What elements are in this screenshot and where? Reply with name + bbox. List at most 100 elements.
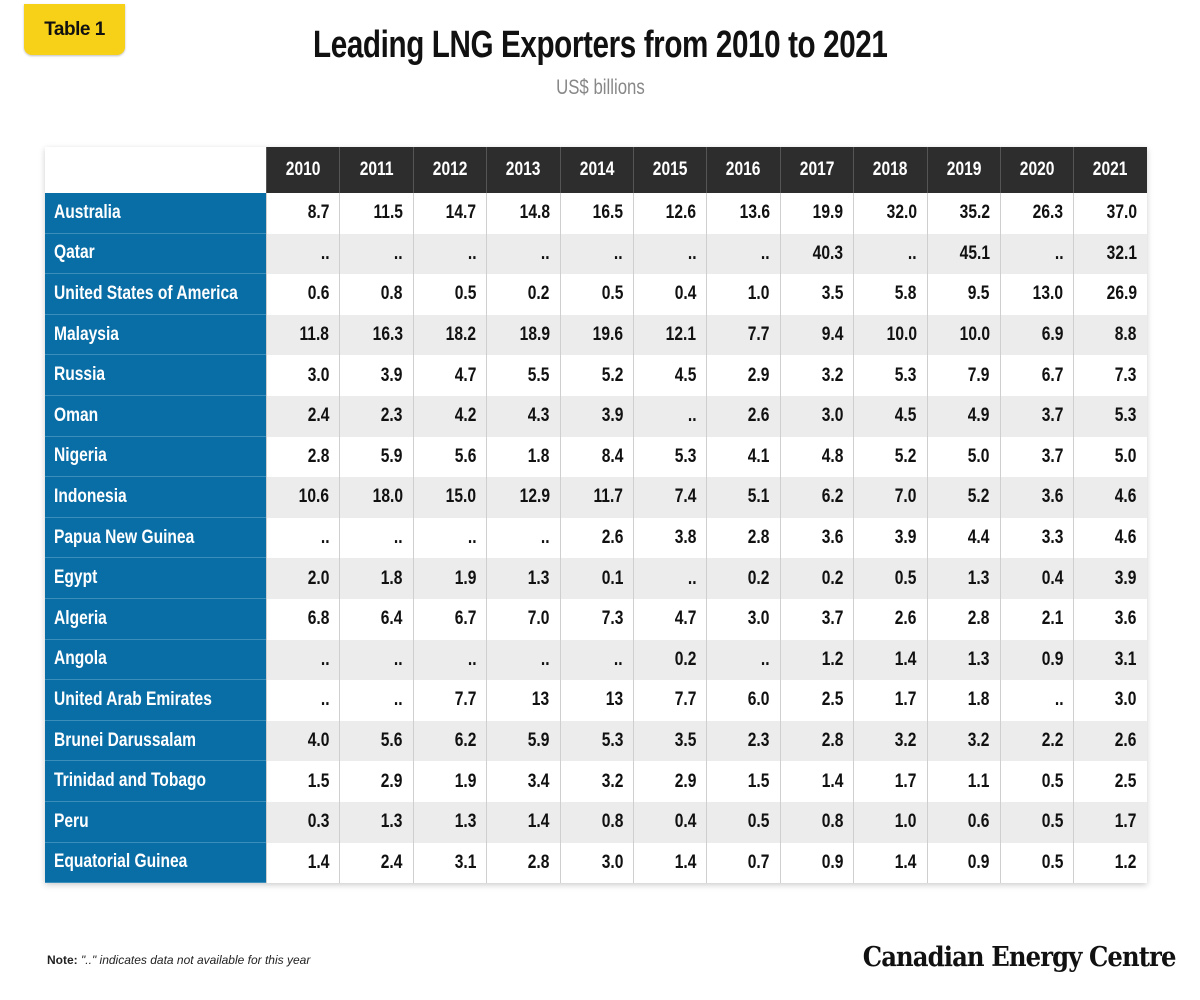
table-cell: .. [412,233,487,275]
table-row: Oman 2.4 2.3 4.2 4.3 3.9.. 2.6 3.0 4.5 4.9 3.7 5.3 [45,395,1147,437]
table-cell: 7.7 [632,680,707,721]
country-name: United States of America [54,282,238,304]
table-cell: .. [266,517,340,559]
table-cell: 3.0 [266,355,340,396]
column-header-2013: 2013 [486,147,560,193]
table-cell: .. [559,639,633,681]
cell-value: 6.2 [821,486,844,508]
table-cell: 16.5 [559,193,633,234]
country-name: Angola [54,648,107,670]
column-header-2020: 2020 [999,147,1074,193]
table-cell: 45.1 [926,233,1000,275]
table-cell: 6.9 [999,314,1074,356]
cell-value: 4.0 [307,730,330,752]
cell-value: 15.0 [445,486,477,508]
cell-value: 2.8 [307,445,330,467]
column-header-label: 2010 [285,159,321,180]
cell-value: 14.7 [445,202,477,224]
table-cell: 5.1 [706,477,780,518]
row-label: Oman [45,395,266,437]
table-cell: 18.9 [486,314,560,356]
table-cell: 0.2 [486,274,560,315]
cell-value: 7.3 [601,608,623,630]
cell-value: 4.8 [821,445,844,467]
cell-value: 2.9 [381,770,403,792]
column-header-2012: 2012 [412,147,487,193]
row-label: Algeria [45,598,266,640]
column-header-label: 2013 [506,159,541,180]
cell-value: 2.9 [748,364,770,386]
cell-value: 6.7 [1041,364,1064,386]
cell-value: .. [320,689,330,711]
table-cell: 11.8 [266,314,340,356]
table-cell: 1.7 [1073,801,1147,843]
table-cell: 3.5 [779,274,854,315]
table-cell: 5.9 [486,720,560,762]
table-cell: 5.9 [339,436,413,478]
cell-value: 1.4 [527,811,550,833]
cell-value: 4.7 [454,364,477,386]
cell-value: 11.5 [373,202,403,224]
cell-value: 1.3 [454,811,477,833]
table-cell: 4.7 [632,598,707,640]
cell-value: 7.0 [527,608,550,630]
cell-value: 11.7 [593,486,623,508]
table-row: Egypt 2.0 1.8 1.9 1.3 0.1.. 0.2 0.2 0.5 1.3 0.4 3.9 [45,558,1147,599]
cell-value: 0.4 [674,811,697,833]
column-header-2021: 2021 [1073,147,1147,193]
table-row: Peru 0.3 1.3 1.3 1.4 0.8 0.4 0.5 0.8 1.0 0.6 0.5 1.7 [45,801,1147,843]
cell-value: 2.1 [1041,608,1064,630]
row-label: Peru [45,801,266,843]
table-cell: 2.9 [339,761,413,802]
cell-value: 6.2 [454,730,477,752]
cell-value: 2.6 [894,608,917,630]
table-cell: .. [266,233,340,275]
cell-value: 6.8 [307,608,330,630]
cell-value: 1.3 [527,567,550,589]
cell-value: .. [394,527,403,549]
table-cell: .. [706,639,780,681]
cell-value: 7.7 [748,324,770,346]
cell-value: 2.4 [381,851,403,873]
country-name: Qatar [54,242,95,264]
table-cell: 2.8 [779,720,854,762]
cell-value: 6.9 [1041,324,1064,346]
table-row: Papua New Guinea........ 2.6 3.8 2.8 3.6 3.9 4… [45,517,1147,559]
table-cell: 14.8 [486,193,560,234]
cell-value: 1.3 [968,567,990,589]
table-cell: 0.5 [999,801,1074,843]
cell-value: 13.0 [1032,283,1064,305]
table-cell: 3.9 [853,517,927,559]
country-name: Algeria [54,607,107,629]
cell-value: 8.8 [1115,324,1137,346]
cell-value: 5.8 [894,283,917,305]
table-cell: 1.2 [779,639,854,681]
table-row: Equatorial Guinea 1.4 2.4 3.1 2.8 3.0 1.4 0.7 0.… [45,842,1147,884]
table-cell: 4.1 [706,436,780,478]
cell-value: 2.3 [748,730,770,752]
cell-value: 5.9 [527,730,550,752]
cell-value: 0.7 [748,851,770,873]
table-cell: 1.8 [926,680,1000,721]
cell-value: 6.7 [454,608,477,630]
table-cell: 1.8 [339,558,413,599]
cell-value: 6.0 [748,689,770,711]
table-cell: 0.5 [559,274,633,315]
table-cell: 5.6 [412,436,487,478]
cell-value: 4.6 [1115,486,1137,508]
cell-value: 3.6 [821,527,844,549]
table-cell: 1.3 [926,639,1000,681]
cell-value: 1.8 [381,567,403,589]
cell-value: 0.4 [1041,567,1064,589]
table-cell: 0.5 [853,558,927,599]
cell-value: 37.0 [1106,202,1137,224]
cell-value: 3.1 [454,851,477,873]
cell-value: 2.4 [307,405,330,427]
table-cell: 6.2 [412,720,487,762]
table-cell: 3.7 [999,436,1074,478]
table-cell: .. [339,517,413,559]
country-name: Brunei Darussalam [54,729,197,751]
table-cell: 2.0 [266,558,340,599]
cell-value: 18.2 [445,324,477,346]
cell-value: 3.9 [381,364,403,386]
